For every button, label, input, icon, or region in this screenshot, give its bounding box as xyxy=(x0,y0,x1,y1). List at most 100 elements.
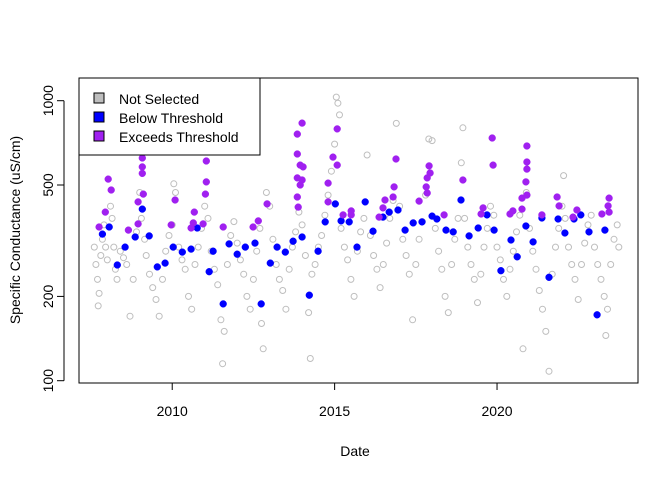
data-point xyxy=(555,202,563,210)
data-point xyxy=(113,275,121,283)
data-point xyxy=(225,240,233,248)
data-point xyxy=(581,239,589,247)
data-point xyxy=(334,99,342,107)
data-point xyxy=(214,281,222,289)
data-point xyxy=(134,198,142,206)
data-point xyxy=(171,196,179,204)
data-point xyxy=(249,223,257,231)
data-point xyxy=(431,224,439,232)
y-tick-label: 500 xyxy=(40,173,56,197)
data-point xyxy=(141,235,149,243)
data-point xyxy=(483,224,491,232)
data-point xyxy=(293,130,301,138)
legend-swatch-not-selected xyxy=(93,92,105,104)
data-point xyxy=(392,119,400,127)
data-point xyxy=(301,252,309,259)
data-point xyxy=(496,256,504,264)
data-point xyxy=(288,243,296,251)
data-point xyxy=(332,93,340,101)
data-point xyxy=(418,218,426,226)
data-point xyxy=(273,243,281,251)
data-point xyxy=(489,161,497,169)
data-point xyxy=(219,300,227,308)
data-point xyxy=(345,218,353,226)
data-point xyxy=(519,345,527,353)
data-point xyxy=(152,296,160,303)
data-point xyxy=(275,275,283,283)
data-point xyxy=(134,220,142,228)
y-tick-label: 1000 xyxy=(40,85,56,116)
data-point xyxy=(449,228,457,236)
data-point xyxy=(598,210,606,218)
x-tick-label: 2020 xyxy=(481,403,512,419)
data-point xyxy=(594,261,602,268)
data-point xyxy=(518,205,526,213)
data-point xyxy=(569,213,577,221)
data-point xyxy=(532,265,540,273)
data-point xyxy=(381,196,389,204)
data-point xyxy=(373,265,381,273)
data-point xyxy=(600,292,608,300)
data-point xyxy=(601,226,609,234)
data-point xyxy=(425,135,433,143)
data-point xyxy=(266,259,274,267)
data-point xyxy=(223,261,231,268)
data-point xyxy=(507,236,515,244)
data-point xyxy=(257,300,265,308)
data-point xyxy=(121,243,129,251)
legend-label-not-selected: Not Selected xyxy=(119,91,199,107)
data-point xyxy=(258,320,265,327)
data-point xyxy=(293,150,301,158)
data-point xyxy=(513,228,520,236)
data-point xyxy=(199,220,207,228)
data-point xyxy=(305,291,313,299)
data-point xyxy=(555,224,563,232)
data-point xyxy=(110,243,118,251)
plot-frame xyxy=(78,77,639,384)
data-point xyxy=(440,211,448,219)
data-point xyxy=(560,172,568,180)
data-point xyxy=(249,275,257,283)
data-point xyxy=(293,193,301,201)
data-point xyxy=(169,243,177,251)
data-point xyxy=(94,275,101,283)
series-below-threshold xyxy=(98,196,609,319)
data-point xyxy=(490,226,498,234)
data-point xyxy=(509,207,517,215)
data-point xyxy=(137,214,145,222)
data-point xyxy=(441,292,449,300)
data-point xyxy=(442,226,450,234)
data-point xyxy=(191,261,199,268)
data-point xyxy=(561,229,569,237)
data-point xyxy=(493,243,501,251)
data-point xyxy=(412,261,420,268)
series-exceeds-threshold xyxy=(95,119,613,234)
data-point xyxy=(256,224,264,232)
data-point xyxy=(194,243,202,251)
data-point xyxy=(516,211,524,219)
data-point xyxy=(394,206,402,214)
data-point xyxy=(113,261,121,269)
data-point xyxy=(347,275,355,283)
data-point xyxy=(522,178,530,186)
data-point xyxy=(298,233,306,241)
data-point xyxy=(311,261,319,268)
data-point xyxy=(101,208,109,216)
data-point xyxy=(615,243,623,251)
data-point xyxy=(269,235,277,243)
data-point xyxy=(324,198,332,206)
data-point xyxy=(167,221,175,229)
data-point xyxy=(347,211,355,219)
data-point xyxy=(369,227,377,235)
data-point xyxy=(205,268,213,276)
data-point xyxy=(146,270,153,278)
data-point xyxy=(289,237,297,245)
data-point xyxy=(181,265,189,273)
data-point xyxy=(513,253,521,261)
data-point xyxy=(327,167,335,175)
data-point xyxy=(246,305,254,313)
data-point xyxy=(529,238,537,246)
data-point xyxy=(438,265,446,273)
data-point xyxy=(129,275,137,283)
data-point xyxy=(386,214,394,222)
